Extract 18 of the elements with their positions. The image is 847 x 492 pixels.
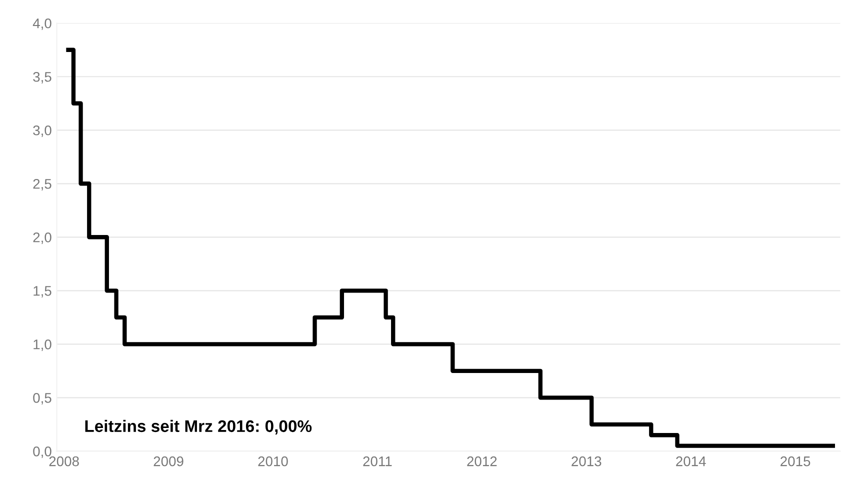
x-tick-label: 2015 [780, 456, 810, 466]
x-tick-label: 2011 [363, 456, 392, 466]
annotation: Leitzins seit Mrz 2016: 0,00% [85, 420, 312, 434]
y-tick-label: 2,0 [33, 232, 52, 244]
x-tick-label: 2010 [258, 456, 288, 466]
x-tick-label: 2012 [467, 456, 497, 466]
y-tick-label: 1,5 [34, 286, 52, 298]
y-tick-label: 0,0 [33, 446, 52, 458]
x-tick-label: 2014 [676, 456, 706, 466]
y-tick-label: 0,5 [33, 392, 52, 404]
y-tick-label: 3,0 [33, 125, 52, 137]
y-tick-label: 4,0 [32, 18, 52, 30]
y-tick-label: 2,5 [33, 178, 52, 190]
y-tick-label: 1,0 [34, 339, 52, 351]
x-tick-label: 2009 [154, 456, 184, 466]
x-tick-label: 2013 [572, 456, 602, 466]
x-tick-label: 2008 [49, 456, 79, 466]
y-tick-label: 3,5 [33, 72, 52, 84]
